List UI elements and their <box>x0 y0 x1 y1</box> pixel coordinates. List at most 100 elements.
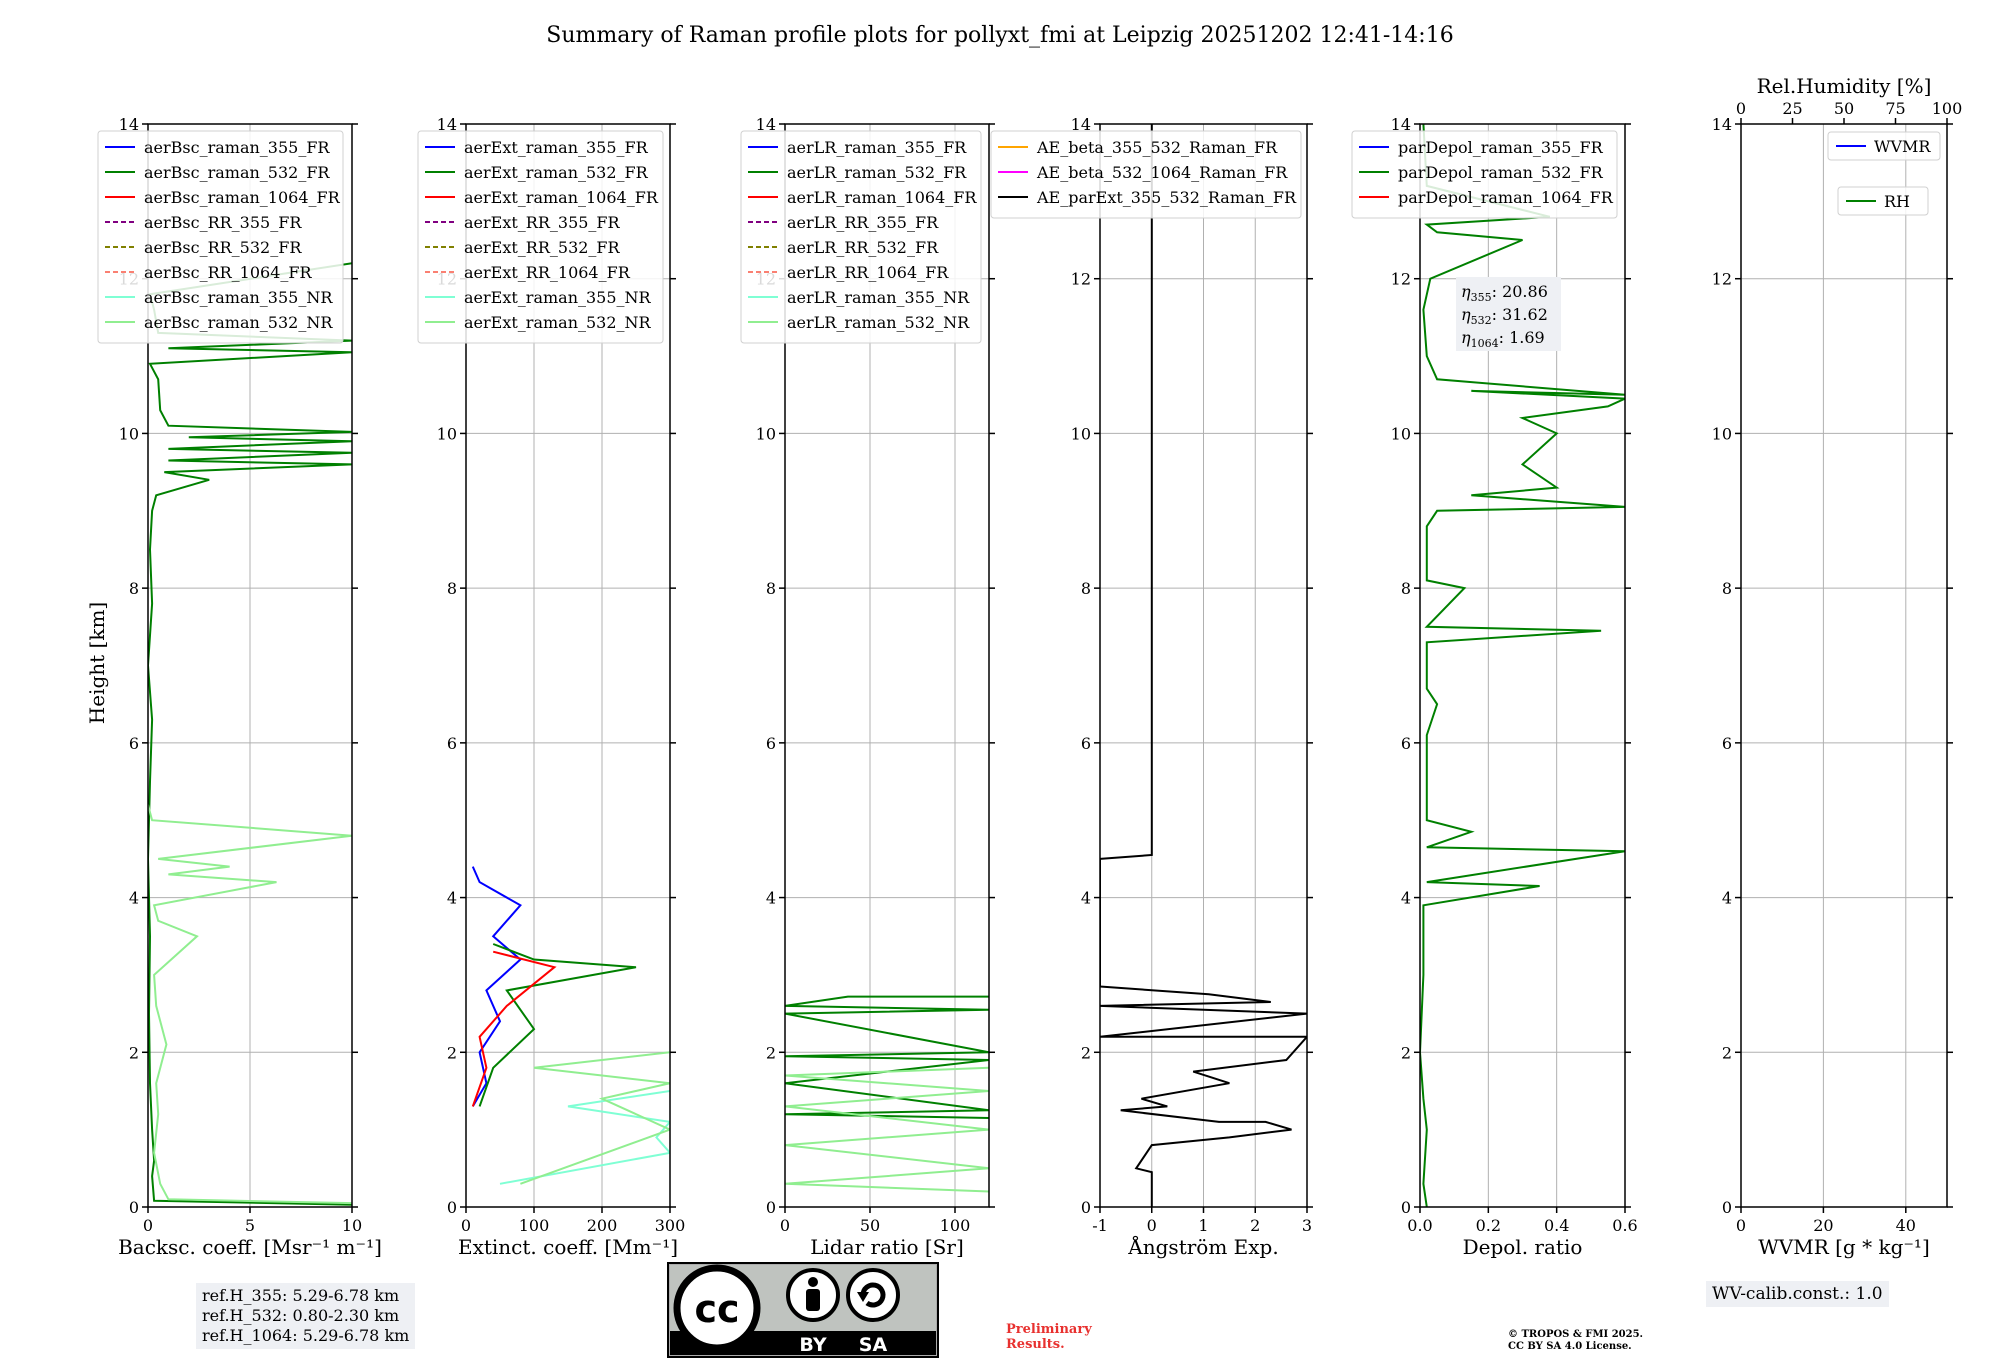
y-tick-label: 8 <box>1081 579 1091 598</box>
y-tick-label: 4 <box>129 889 139 908</box>
legend: aerBsc_raman_355_FR aerBsc_raman_532_FRae… <box>97 130 344 344</box>
series-line-aerBsc_raman_532_FR <box>148 262 352 1206</box>
legend-label: aerLR_RR_532_FR <box>787 238 939 257</box>
eta-value: η355: 20.86 <box>1461 282 1548 304</box>
legend-label: aerExt_raman_532_NR <box>464 313 652 332</box>
x-axis-label: Depol. ratio <box>1463 1235 1583 1259</box>
legend-label: parDepol_raman_1064_FR <box>1398 188 1614 207</box>
legend-label: aerBsc_RR_532_FR <box>144 238 302 257</box>
x-tick-label: 100 <box>519 1216 550 1235</box>
legend-label: aerLR_raman_1064_FR <box>787 188 977 207</box>
legend-frame <box>97 130 344 344</box>
x-tick-label: 3 <box>1302 1216 1312 1235</box>
x-tick-label: 0.2 <box>1476 1216 1501 1235</box>
x-tick-label: 300 <box>655 1216 686 1235</box>
copyright-line-2: CC BY SA 4.0 License. <box>1508 1341 1632 1352</box>
y-axis-label: Height [km] <box>85 602 109 724</box>
y-tick-label: 0 <box>129 1198 139 1217</box>
reference-height-box: ref.H_355: 5.29-6.78 km ref.H_532: 0.80-… <box>196 1283 416 1349</box>
x-tick-label: 50 <box>860 1216 880 1235</box>
by-person-head <box>808 1277 818 1287</box>
panels: 024681012140510Backsc. coeff. [Msr⁻¹ m⁻¹… <box>97 74 1963 1259</box>
legend: parDepol_raman_355_FR parDepol_raman_532_… <box>1351 130 1618 219</box>
legend-label: aerBsc_raman_532_NR <box>144 313 333 332</box>
x-tick-label: 0 <box>1736 1216 1746 1235</box>
y-tick-label: 6 <box>1401 734 1411 753</box>
legend-label: AE_parExt_355_532_Raman_FR <box>1036 188 1297 207</box>
axes-frame <box>465 123 671 1208</box>
y-tick-label: 0 <box>766 1198 776 1217</box>
top-x-tick-label: 100 <box>1932 99 1963 118</box>
cc-logo-icon <box>673 1264 761 1352</box>
axes-frame <box>1419 123 1626 1208</box>
x-tick-label: 0.0 <box>1407 1216 1432 1235</box>
legend-frame <box>740 130 982 344</box>
legend-label: aerBsc_RR_1064_FR <box>144 263 313 282</box>
legend-label: aerExt_raman_532_FR <box>464 163 649 182</box>
y-tick-label: 8 <box>129 579 139 598</box>
top-x-tick-label: 25 <box>1782 99 1802 118</box>
y-tick-label: 2 <box>1401 1043 1411 1062</box>
y-tick-label: 6 <box>447 734 457 753</box>
legend-label: parDepol_raman_532_FR <box>1398 163 1604 182</box>
series-line-aerLR_raman_532_NR <box>785 1066 989 1193</box>
x-tick-label: 1 <box>1198 1216 1208 1235</box>
y-tick-label: 12 <box>1712 270 1732 289</box>
panel-depol: 0 2 4 6 8 10 12 14 0.0 0.2 0.4 0.6 Depol. ratio parDe… <box>1351 115 1638 1259</box>
x-axis-label: Extinct. coeff. [Mm⁻¹] <box>458 1235 678 1259</box>
y-tick-label: 14 <box>119 115 139 134</box>
sa-share-arrowhead <box>857 1292 869 1302</box>
legend-label: aerExt_raman_1064_FR <box>464 188 659 207</box>
x-tick-label: 0 <box>780 1216 790 1235</box>
y-tick-label: 0 <box>1722 1198 1732 1217</box>
legend-label: aerLR_raman_355_NR <box>787 288 970 307</box>
ref-height-532: ref.H_532: 0.80-2.30 km <box>202 1306 400 1325</box>
cc-by-sa-license-badge[interactable]: cc BY SA <box>667 1262 939 1362</box>
eta-value: η1064: 1.69 <box>1461 328 1545 350</box>
axes-frame <box>1740 123 1948 1208</box>
legend-frame <box>1837 186 1929 216</box>
x-tick-label: 0 <box>461 1216 471 1235</box>
x-axis-label: Lidar ratio [Sr] <box>810 1235 964 1259</box>
y-tick-label: 10 <box>1712 424 1732 443</box>
y-tick-label: 12 <box>1391 270 1411 289</box>
y-tick-label: 10 <box>756 424 776 443</box>
y-tick-label: 4 <box>447 889 457 908</box>
legend: WVMR RH <box>1827 131 1941 216</box>
y-tick-label: 8 <box>1722 579 1732 598</box>
y-tick-label: 2 <box>1722 1043 1732 1062</box>
legend-label: WVMR <box>1874 137 1931 156</box>
legend-label: parDepol_raman_355_FR <box>1398 138 1604 157</box>
y-tick-label: 12 <box>1071 270 1091 289</box>
y-tick-label: 4 <box>1401 889 1411 908</box>
panel-lr: 02468101214050100Lidar ratio [Sr]aerLR_r… <box>740 115 995 1259</box>
y-tick-label: 2 <box>1081 1043 1091 1062</box>
ref-height-355: ref.H_355: 5.29-6.78 km <box>202 1286 400 1305</box>
series-line-aerExt_raman_355_NR <box>499 1090 670 1185</box>
x-tick-label: 0.4 <box>1544 1216 1569 1235</box>
legend-label: aerExt_raman_355_FR <box>464 138 649 157</box>
x-tick-label: 200 <box>587 1216 618 1235</box>
legend-frame <box>1827 131 1941 161</box>
y-tick-label: 6 <box>1722 734 1732 753</box>
sa-share-arrow <box>860 1282 886 1308</box>
y-tick-label: 14 <box>1391 115 1411 134</box>
legend-label: aerBsc_raman_1064_FR <box>144 188 341 207</box>
legend-label: AE_beta_532_1064_Raman_FR <box>1036 163 1288 182</box>
x-tick-label: 5 <box>245 1216 255 1235</box>
legend-frame <box>1351 130 1618 219</box>
copyright-line-1: © TROPOS & FMI 2025. <box>1508 1329 1644 1340</box>
y-tick-label: 6 <box>129 734 139 753</box>
y-tick-label: 14 <box>437 115 457 134</box>
panel-ext: 024681012140100200300Extinct. coeff. [Mm… <box>417 115 686 1259</box>
y-tick-label: 4 <box>1722 889 1732 908</box>
series-line-aerBsc_raman_532_NR <box>148 804 352 1205</box>
ref-height-1064: ref.H_1064: 5.29-6.78 km <box>202 1326 410 1345</box>
y-tick-label: 2 <box>447 1043 457 1062</box>
x-axis-label: WVMR [g * kg⁻¹] <box>1758 1235 1930 1259</box>
preliminary-line-2: Results. <box>1006 1337 1065 1352</box>
x-tick-label: 0.6 <box>1612 1216 1637 1235</box>
x-tick-label: 0 <box>1147 1216 1157 1235</box>
